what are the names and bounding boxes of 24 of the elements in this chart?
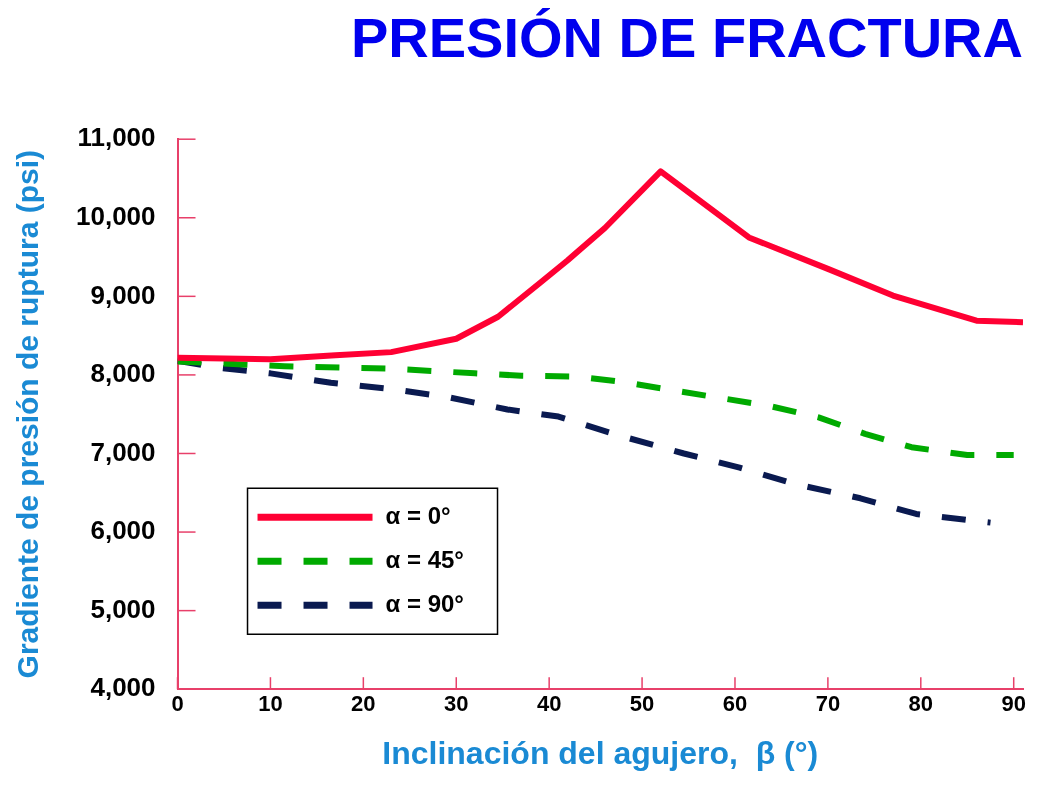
x-tick-label: 50 [629, 691, 655, 717]
y-tick-label: 8,000 [90, 358, 156, 389]
legend-label: α = 90° [385, 589, 464, 617]
y-tick-label: 5,000 [90, 593, 156, 624]
y-tick-label: 10,000 [75, 200, 156, 231]
x-tick-label: 60 [722, 691, 748, 717]
legend-label: α = 45° [385, 545, 464, 573]
x-tick-label: 30 [444, 691, 469, 717]
x-axis-title: Inclinación del agujero, β (°) [382, 734, 819, 771]
y-tick-label: 9,000 [90, 279, 156, 310]
x-tick-label: 90 [1001, 691, 1026, 717]
y-tick-label: 11,000 [77, 122, 156, 153]
y-tick-label: 7,000 [90, 436, 156, 467]
x-tick-label: 10 [258, 691, 283, 717]
legend-label: α = 0° [385, 501, 451, 529]
x-tick-label: 40 [536, 691, 562, 717]
x-tick-label: 20 [351, 691, 376, 717]
x-tick-label: 70 [815, 691, 841, 717]
y-axis-title: Gradiente de presión de ruptura (psi) [11, 149, 45, 679]
x-tick-label: 80 [908, 691, 934, 717]
x-tick-label: 0 [171, 691, 184, 717]
y-tick-label: 4,000 [90, 672, 156, 703]
y-tick-label: 6,000 [90, 515, 156, 546]
chart-title: PRESIÓN DE FRACTURA [350, 6, 1023, 70]
